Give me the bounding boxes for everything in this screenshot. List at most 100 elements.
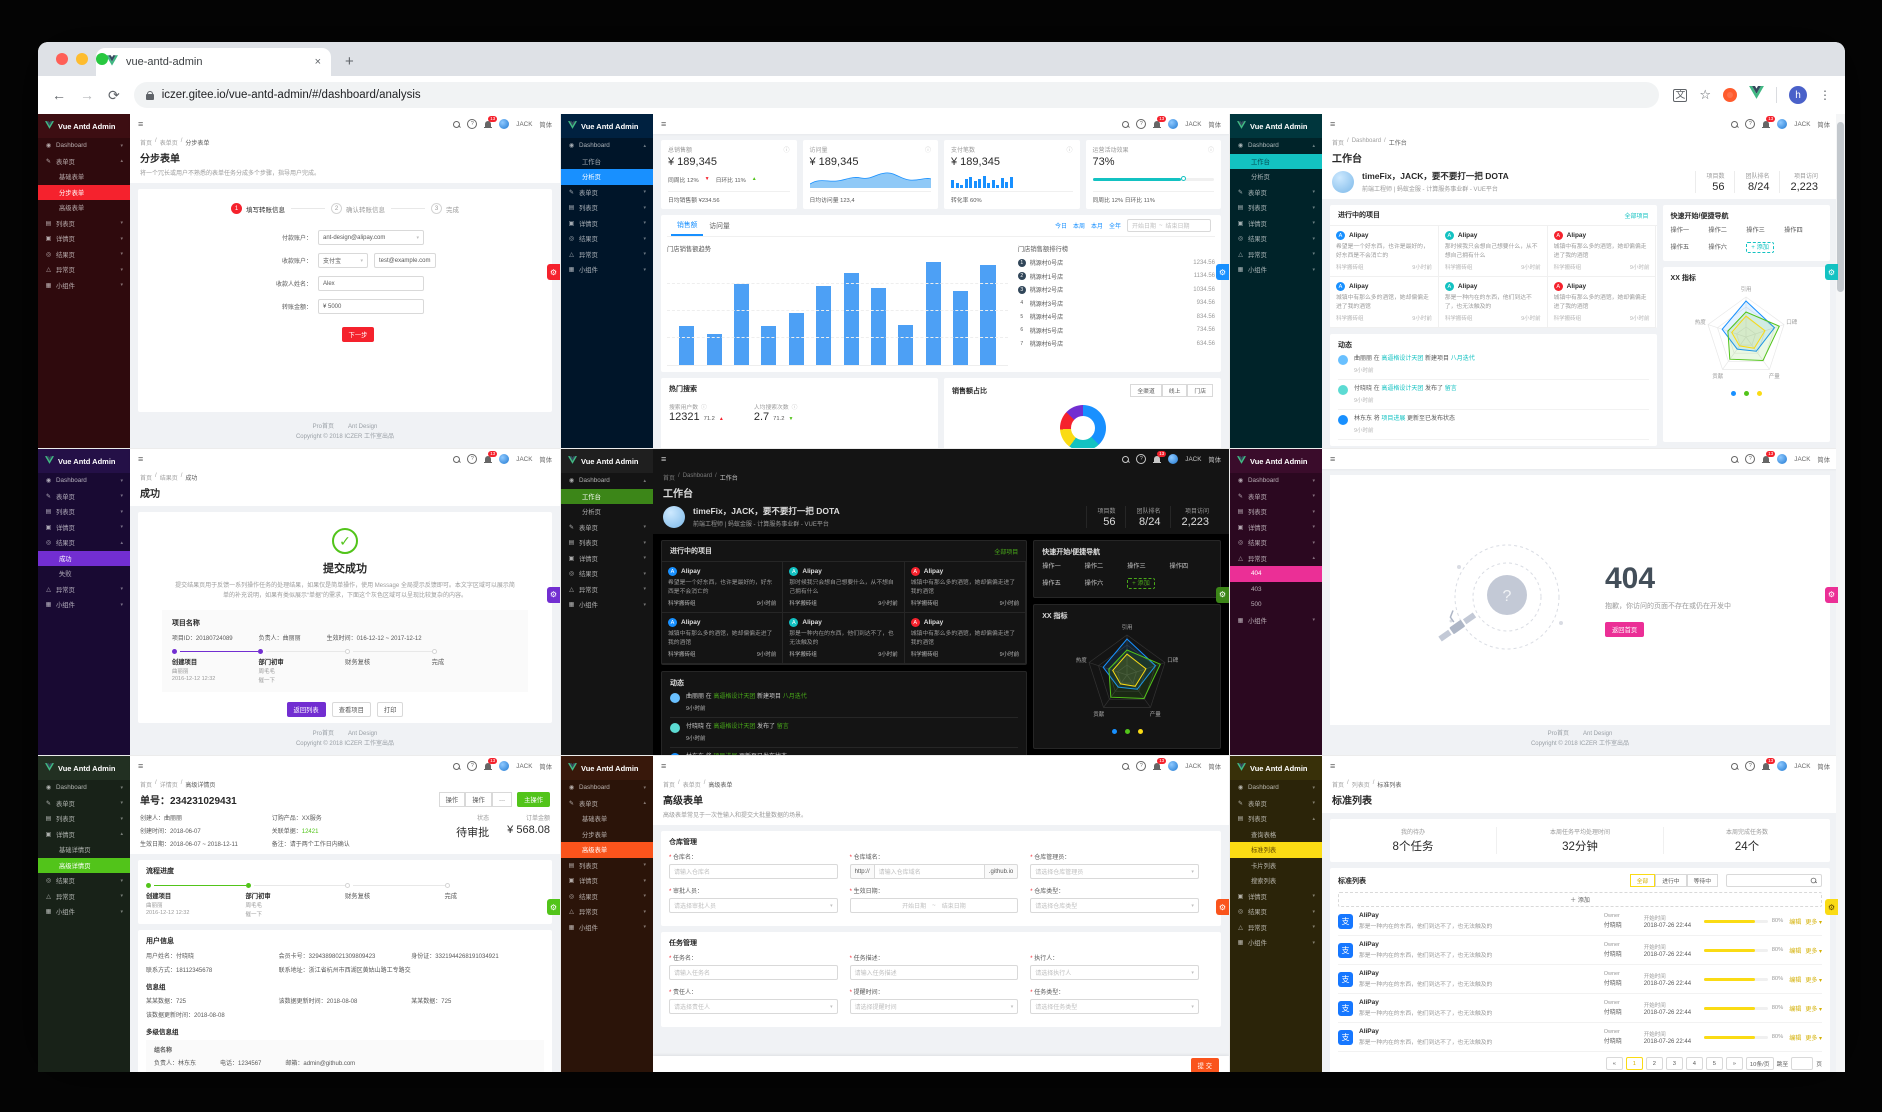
collapse-menu-icon[interactable]: ≡ bbox=[661, 119, 667, 129]
project-card[interactable]: A Alipay 城镇中有那么多的酒馆，她却偏偏走进了我的酒馆 科学搬砖组 9小时前 bbox=[904, 562, 1027, 613]
sidebar-item[interactable]: ▦ 小组件 ▾ bbox=[561, 597, 653, 613]
sidebar-item[interactable]: 基础详情页 bbox=[38, 842, 130, 858]
feed-link[interactable]: 高逼格设计天团 bbox=[713, 724, 756, 730]
sidebar-item[interactable]: △ 异常页 ▾ bbox=[1230, 247, 1322, 263]
user-avatar[interactable] bbox=[499, 761, 510, 771]
quick-op-link[interactable]: 操作二 bbox=[1084, 563, 1104, 570]
sidebar-item[interactable]: ▦ 小组件 ▾ bbox=[38, 278, 130, 294]
sidebar-item[interactable]: △ 异常页 ▾ bbox=[1230, 920, 1322, 936]
breadcrumb-item[interactable]: 首页 bbox=[663, 476, 676, 482]
rank-store-name[interactable]: 桃源村3号店 bbox=[1029, 301, 1064, 308]
bell-icon[interactable]: 13 bbox=[1762, 757, 1776, 771]
project-name[interactable]: Alipay bbox=[1566, 232, 1587, 239]
sidebar-item[interactable]: ✎ 表单页 ▾ bbox=[1230, 489, 1322, 505]
sidebar-item[interactable]: △ 异常页 ▴ bbox=[1230, 551, 1322, 567]
sidebar-item[interactable]: ◎ 结果页 ▾ bbox=[561, 231, 653, 247]
lang-switch[interactable]: 简体 bbox=[539, 763, 552, 771]
bell-icon[interactable]: 13 bbox=[1153, 115, 1167, 129]
project-group[interactable]: 科学搬砖组 bbox=[1444, 265, 1473, 271]
info-icon[interactable]: ⓘ bbox=[924, 148, 931, 154]
sidebar-item-active[interactable]: 分析页 bbox=[561, 169, 653, 185]
theme-settings-gear-button[interactable]: ⚙ bbox=[547, 264, 560, 281]
project-name[interactable]: Alipay bbox=[1566, 283, 1587, 290]
sidebar-item[interactable]: ✎ 表单页 ▾ bbox=[561, 520, 653, 536]
item-title[interactable]: AliPay bbox=[1359, 912, 1379, 919]
collapse-menu-icon[interactable]: ≡ bbox=[1330, 119, 1336, 129]
breadcrumb-item[interactable]: 首页 bbox=[140, 783, 153, 789]
item-title[interactable]: AliPay bbox=[1359, 999, 1379, 1006]
sidebar-item[interactable]: ▣ 详情页 ▾ bbox=[561, 551, 653, 567]
form-input[interactable]: 请输入仓库名 bbox=[669, 864, 838, 879]
menu-kebab-icon[interactable]: ⋮ bbox=[1819, 88, 1831, 102]
lang-switch[interactable]: 简体 bbox=[1208, 121, 1221, 129]
profile-avatar[interactable]: h bbox=[1789, 86, 1807, 104]
sidebar-item[interactable]: ▣ 详情页 ▾ bbox=[1230, 520, 1322, 536]
lang-switch[interactable]: 简体 bbox=[1208, 456, 1221, 464]
edit-link[interactable]: 编辑 bbox=[1789, 948, 1802, 955]
sidebar-item[interactable]: ◉ Dashboard ▾ bbox=[1230, 473, 1322, 489]
sidebar-item-active[interactable]: 分步表单 bbox=[38, 184, 130, 200]
form-select[interactable]: 请选择执行人 ▾ bbox=[1030, 965, 1199, 980]
secondary-button[interactable]: 打印 bbox=[376, 702, 404, 718]
filter-button[interactable]: 进行中 bbox=[1655, 874, 1687, 887]
list-item[interactable]: 支 AliPay 那是一种内在的东西，他们到达不了，也无法触及的 Owner 付晓晓 开始… bbox=[1338, 994, 1822, 1023]
user-name[interactable]: JACK bbox=[516, 762, 533, 770]
project-group[interactable]: 科学搬砖组 bbox=[1336, 265, 1364, 271]
sidebar-item[interactable]: ▦ 小组件 ▾ bbox=[1230, 613, 1322, 629]
search-icon[interactable] bbox=[453, 455, 461, 463]
app-logo[interactable]: Vue Antd Admin bbox=[1230, 449, 1322, 473]
help-icon[interactable]: ? bbox=[1136, 761, 1147, 771]
sidebar-item[interactable]: ✎ 表单页 ▾ bbox=[561, 185, 653, 201]
sidebar-item[interactable]: ▣ 详情页 ▾ bbox=[561, 216, 653, 232]
footer-link[interactable]: Pro首页 bbox=[312, 423, 334, 430]
sidebar-item[interactable]: ▤ 列表页 ▾ bbox=[561, 200, 653, 216]
all-projects-link[interactable]: 全部项目 bbox=[994, 549, 1019, 556]
all-projects-link[interactable]: 全部项目 bbox=[1624, 213, 1649, 220]
project-name[interactable]: Alipay bbox=[802, 619, 822, 626]
project-card[interactable]: A Alipay 希望是一个好东西，也许是最好的，好东西是不会消亡的 科学搬砖组 9小时… bbox=[662, 562, 784, 613]
app-logo[interactable]: Vue Antd Admin bbox=[38, 114, 130, 138]
lang-switch[interactable]: 简体 bbox=[1817, 456, 1830, 464]
quick-op-link[interactable]: 操作二 bbox=[1708, 227, 1727, 234]
filter-button[interactable]: 等待中 bbox=[1686, 874, 1718, 887]
project-group[interactable]: 科学搬砖组 bbox=[1336, 316, 1364, 322]
user-avatar[interactable] bbox=[1168, 454, 1179, 464]
list-search-input[interactable] bbox=[1726, 874, 1822, 887]
sidebar-item[interactable]: 分析页 bbox=[1230, 169, 1322, 185]
info-icon[interactable]: ⓘ bbox=[791, 405, 798, 411]
help-icon[interactable]: ? bbox=[467, 454, 478, 464]
project-card[interactable]: A Alipay 城镇中有那么多的酒馆，她却偏偏走进了我的酒馆 科学搬砖组 9小时前 bbox=[662, 613, 784, 664]
vue-extension-icon[interactable] bbox=[1749, 86, 1764, 104]
list-item[interactable]: 支 AliPay 那是一种内在的东西，他们到达不了，也无法触及的 Owner 付晓晓 开始… bbox=[1338, 1023, 1822, 1052]
user-name[interactable]: JACK bbox=[1794, 762, 1811, 770]
quick-op-link[interactable]: 操作三 bbox=[1746, 227, 1765, 234]
breadcrumb-item[interactable]: 首页 bbox=[140, 141, 153, 147]
sidebar-item[interactable]: ◉ Dashboard ▾ bbox=[38, 473, 130, 489]
breadcrumb-item[interactable]: 首页 bbox=[663, 783, 676, 789]
rank-store-name[interactable]: 桃源村6号店 bbox=[1029, 342, 1064, 349]
project-group[interactable]: 科学搬砖组 bbox=[1444, 316, 1473, 322]
primary-action-button[interactable]: 主操作 bbox=[517, 792, 550, 807]
feed-link[interactable]: 八月迭代 bbox=[1450, 356, 1475, 362]
list-item[interactable]: 支 AliPay 那是一种内在的东西，他们到达不了，也无法触及的 Owner 付晓晓 开始… bbox=[1338, 965, 1822, 994]
form-input[interactable]: 请输入任务名 bbox=[669, 965, 838, 980]
range-link[interactable]: 本月 bbox=[1090, 224, 1103, 230]
page-number[interactable]: 4 bbox=[1685, 1057, 1703, 1070]
sidebar-item[interactable]: ▤ 列表页 ▾ bbox=[1230, 200, 1322, 216]
sidebar-item[interactable]: ▦ 小组件 ▾ bbox=[561, 262, 653, 278]
footer-link[interactable]: Ant Design bbox=[1582, 730, 1613, 737]
lang-switch[interactable]: 简体 bbox=[539, 121, 552, 129]
sidebar-item[interactable]: ◉ Dashboard ▴ bbox=[561, 138, 653, 154]
theme-settings-gear-button[interactable]: ⚙ bbox=[1825, 586, 1838, 603]
channel-button[interactable]: 门店 bbox=[1187, 384, 1213, 397]
project-group[interactable]: 科学搬砖组 bbox=[789, 652, 817, 658]
project-card[interactable]: A Alipay 那时候我只会想自己想要什么，从不想自己拥有什么 科学搬砖组 9小时前 bbox=[783, 562, 905, 613]
back-home-button[interactable]: 返回首页 bbox=[1605, 622, 1645, 638]
close-window-button[interactable] bbox=[56, 53, 68, 65]
help-icon[interactable]: ? bbox=[1745, 119, 1756, 129]
bell-icon[interactable]: 13 bbox=[484, 757, 498, 771]
sidebar-item[interactable]: ▣ 详情页 ▾ bbox=[1230, 889, 1322, 905]
footer-link[interactable]: Pro首页 bbox=[312, 730, 334, 737]
feed-link[interactable]: 高逼格设计天团 bbox=[713, 694, 756, 700]
footer-link[interactable]: Ant Design bbox=[347, 423, 378, 430]
